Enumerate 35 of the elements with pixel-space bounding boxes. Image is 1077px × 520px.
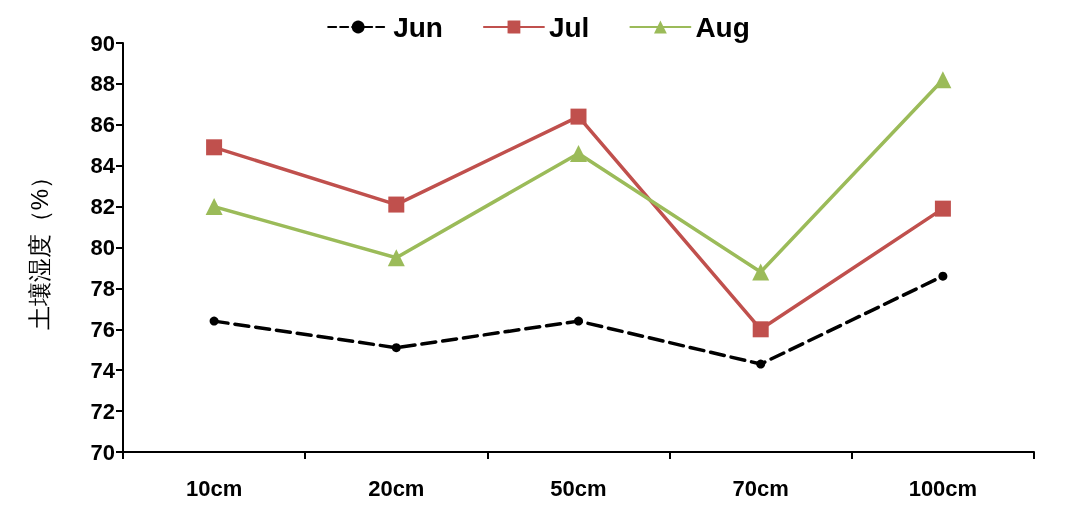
x-tick-label: 100cm bbox=[908, 475, 978, 501]
point bbox=[934, 200, 951, 217]
y-tick-label: 72 bbox=[90, 398, 115, 424]
y-tick-label: 74 bbox=[90, 357, 116, 383]
x-tick-label: 70cm bbox=[732, 475, 789, 501]
y-tick-label: 88 bbox=[90, 71, 115, 97]
y-tick-label: 84 bbox=[90, 153, 116, 179]
point bbox=[570, 144, 587, 162]
point bbox=[387, 249, 405, 267]
y-tick-label: 82 bbox=[90, 194, 115, 220]
x-tick-label: 10cm bbox=[185, 475, 243, 501]
point bbox=[756, 359, 766, 369]
y-tick-label: 70 bbox=[90, 439, 115, 465]
point bbox=[391, 343, 401, 353]
point bbox=[209, 316, 219, 326]
point bbox=[934, 71, 952, 89]
y-tick-label: 80 bbox=[90, 235, 115, 260]
y-tick-label: 90 bbox=[90, 30, 115, 56]
x-tick-label: 20cm bbox=[368, 475, 425, 501]
point bbox=[206, 139, 223, 156]
y-tick-label: 78 bbox=[90, 275, 115, 301]
legend-label: Jul bbox=[548, 11, 590, 43]
point bbox=[752, 321, 769, 338]
point bbox=[570, 108, 587, 125]
x-tick-label: 50cm bbox=[550, 475, 607, 501]
y-tick-label: 86 bbox=[90, 112, 115, 138]
legend-label: Aug bbox=[695, 11, 750, 43]
y-tick-label: 76 bbox=[90, 316, 115, 342]
legend-label: Jun bbox=[393, 11, 443, 43]
point bbox=[574, 316, 583, 326]
point bbox=[938, 271, 948, 281]
y-axis-title: 土壤湿度（%） bbox=[25, 164, 53, 331]
point bbox=[388, 196, 405, 213]
point bbox=[752, 263, 770, 281]
point bbox=[205, 198, 223, 216]
